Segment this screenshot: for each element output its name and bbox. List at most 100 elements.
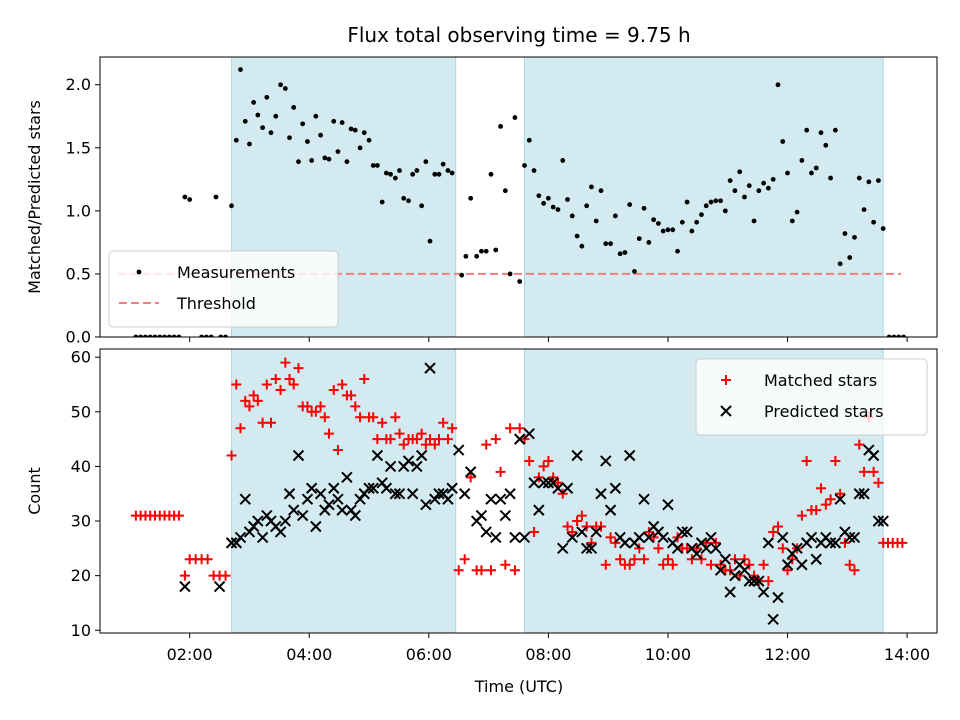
point-measurement-112 — [665, 227, 671, 233]
point-measurement-23 — [251, 100, 257, 105]
point-predicted-77 — [571, 449, 583, 462]
point-matched-90 — [557, 488, 568, 499]
point-measurement-157 — [880, 226, 886, 231]
legend-label: Measurements — [177, 263, 295, 282]
point-predicted-102 — [690, 548, 703, 560]
point-predicted-87 — [619, 537, 631, 549]
point-matched-24 — [252, 395, 263, 406]
point-predicted-136 — [853, 488, 865, 500]
point-measurement-107 — [641, 205, 647, 211]
point-predicted-132 — [834, 493, 846, 505]
point-matched-57 — [398, 439, 409, 450]
shaded-interval-0 — [231, 348, 457, 634]
plot-area — [130, 357, 908, 626]
point-predicted-108 — [719, 553, 732, 565]
point-predicted-59 — [485, 493, 497, 505]
point-predicted-121 — [781, 559, 794, 571]
point-matched-77 — [495, 466, 506, 477]
point-measurement-71 — [468, 195, 474, 201]
point-measurement-39 — [322, 155, 328, 161]
point-matched-86 — [538, 461, 549, 472]
point-predicted-71 — [542, 477, 555, 489]
legend: Measurements Threshold — [108, 250, 339, 328]
point-predicted-13 — [274, 526, 287, 538]
point-matched-76 — [490, 434, 501, 445]
y-tick-label: 1.0 — [66, 201, 91, 220]
point-measurement-147 — [832, 127, 838, 133]
point-predicted-1 — [213, 580, 226, 593]
point-matched-87 — [543, 455, 554, 466]
point-predicted-17 — [292, 449, 305, 462]
point-measurement-21 — [242, 118, 248, 124]
point-predicted-4 — [234, 531, 247, 544]
point-predicted-68 — [528, 477, 540, 489]
point-predicted-91 — [638, 493, 650, 505]
point-measurement-143 — [813, 165, 819, 171]
point-matched-67 — [442, 434, 453, 445]
point-matched-19 — [231, 379, 242, 390]
point-matched-117 — [686, 554, 697, 565]
point-measurement-124 — [722, 208, 728, 214]
point-matched-107 — [639, 554, 650, 565]
point-measurement-96 — [589, 184, 594, 190]
y-axis-title: Count — [25, 467, 44, 515]
point-measurement-159 — [891, 334, 897, 337]
point-measurement-12 — [199, 334, 205, 337]
point-matched-21 — [240, 395, 251, 406]
point-predicted-116 — [757, 586, 770, 598]
point-matched-122 — [710, 537, 721, 548]
point-matched-52 — [377, 417, 388, 428]
point-predicted-95 — [657, 531, 669, 544]
point-measurement-1 — [138, 334, 144, 337]
point-predicted-75 — [561, 482, 574, 494]
point-predicted-66 — [518, 531, 531, 544]
point-matched-100 — [605, 532, 616, 543]
point-measurement-136 — [780, 139, 786, 144]
point-measurement-89 — [555, 207, 561, 213]
point-matched-45 — [346, 390, 357, 401]
point-measurement-53 — [383, 170, 389, 176]
point-predicted-105 — [705, 531, 717, 544]
point-measurement-125 — [727, 178, 733, 184]
point-predicted-34 — [367, 482, 379, 494]
point-predicted-52 — [446, 482, 458, 494]
point-measurement-6 — [162, 334, 167, 337]
ratio-panel: 0.0 0.5 1.0 1.5 2.0 Matched/Predicted stars Me… — [25, 56, 938, 347]
point-measurement-7 — [166, 334, 172, 337]
point-measurement-24 — [255, 112, 261, 118]
point-predicted-44 — [411, 460, 423, 473]
point-measurement-131 — [756, 188, 762, 194]
point-matched-9 — [173, 510, 184, 521]
x-tick-label: 10:00 — [645, 645, 691, 664]
point-measurement-67 — [445, 168, 451, 173]
x-tick-label: 14:00 — [884, 645, 930, 664]
point-measurement-18 — [229, 203, 234, 209]
point-measurement-105 — [632, 269, 637, 274]
point-matched-113 — [667, 559, 678, 570]
point-predicted-8 — [252, 515, 264, 527]
point-measurement-106 — [636, 236, 642, 242]
point-predicted-22 — [314, 488, 327, 500]
point-measurement-149 — [842, 231, 848, 236]
point-predicted-110 — [729, 569, 741, 582]
point-measurement-127 — [737, 169, 743, 175]
x-tick-label: 04:00 — [286, 645, 332, 664]
point-measurement-8 — [171, 334, 177, 337]
point-measurement-51 — [375, 163, 380, 168]
point-measurement-76 — [493, 247, 499, 253]
point-matched-149 — [839, 537, 850, 548]
point-matched-89 — [552, 477, 563, 488]
point-measurement-141 — [804, 127, 810, 133]
point-matched-93 — [572, 516, 583, 527]
point-matched-80 — [509, 565, 520, 576]
plot-frame — [99, 348, 938, 634]
point-measurement-31 — [287, 135, 292, 141]
point-measurement-110 — [655, 221, 661, 226]
point-measurement-103 — [622, 250, 628, 255]
point-matched-75 — [485, 565, 496, 576]
legend-marker-measurements — [136, 269, 142, 275]
point-matched-30 — [280, 357, 291, 368]
point-matched-61 — [416, 428, 427, 439]
point-matched-102 — [615, 554, 626, 565]
point-matched-31 — [284, 374, 295, 385]
